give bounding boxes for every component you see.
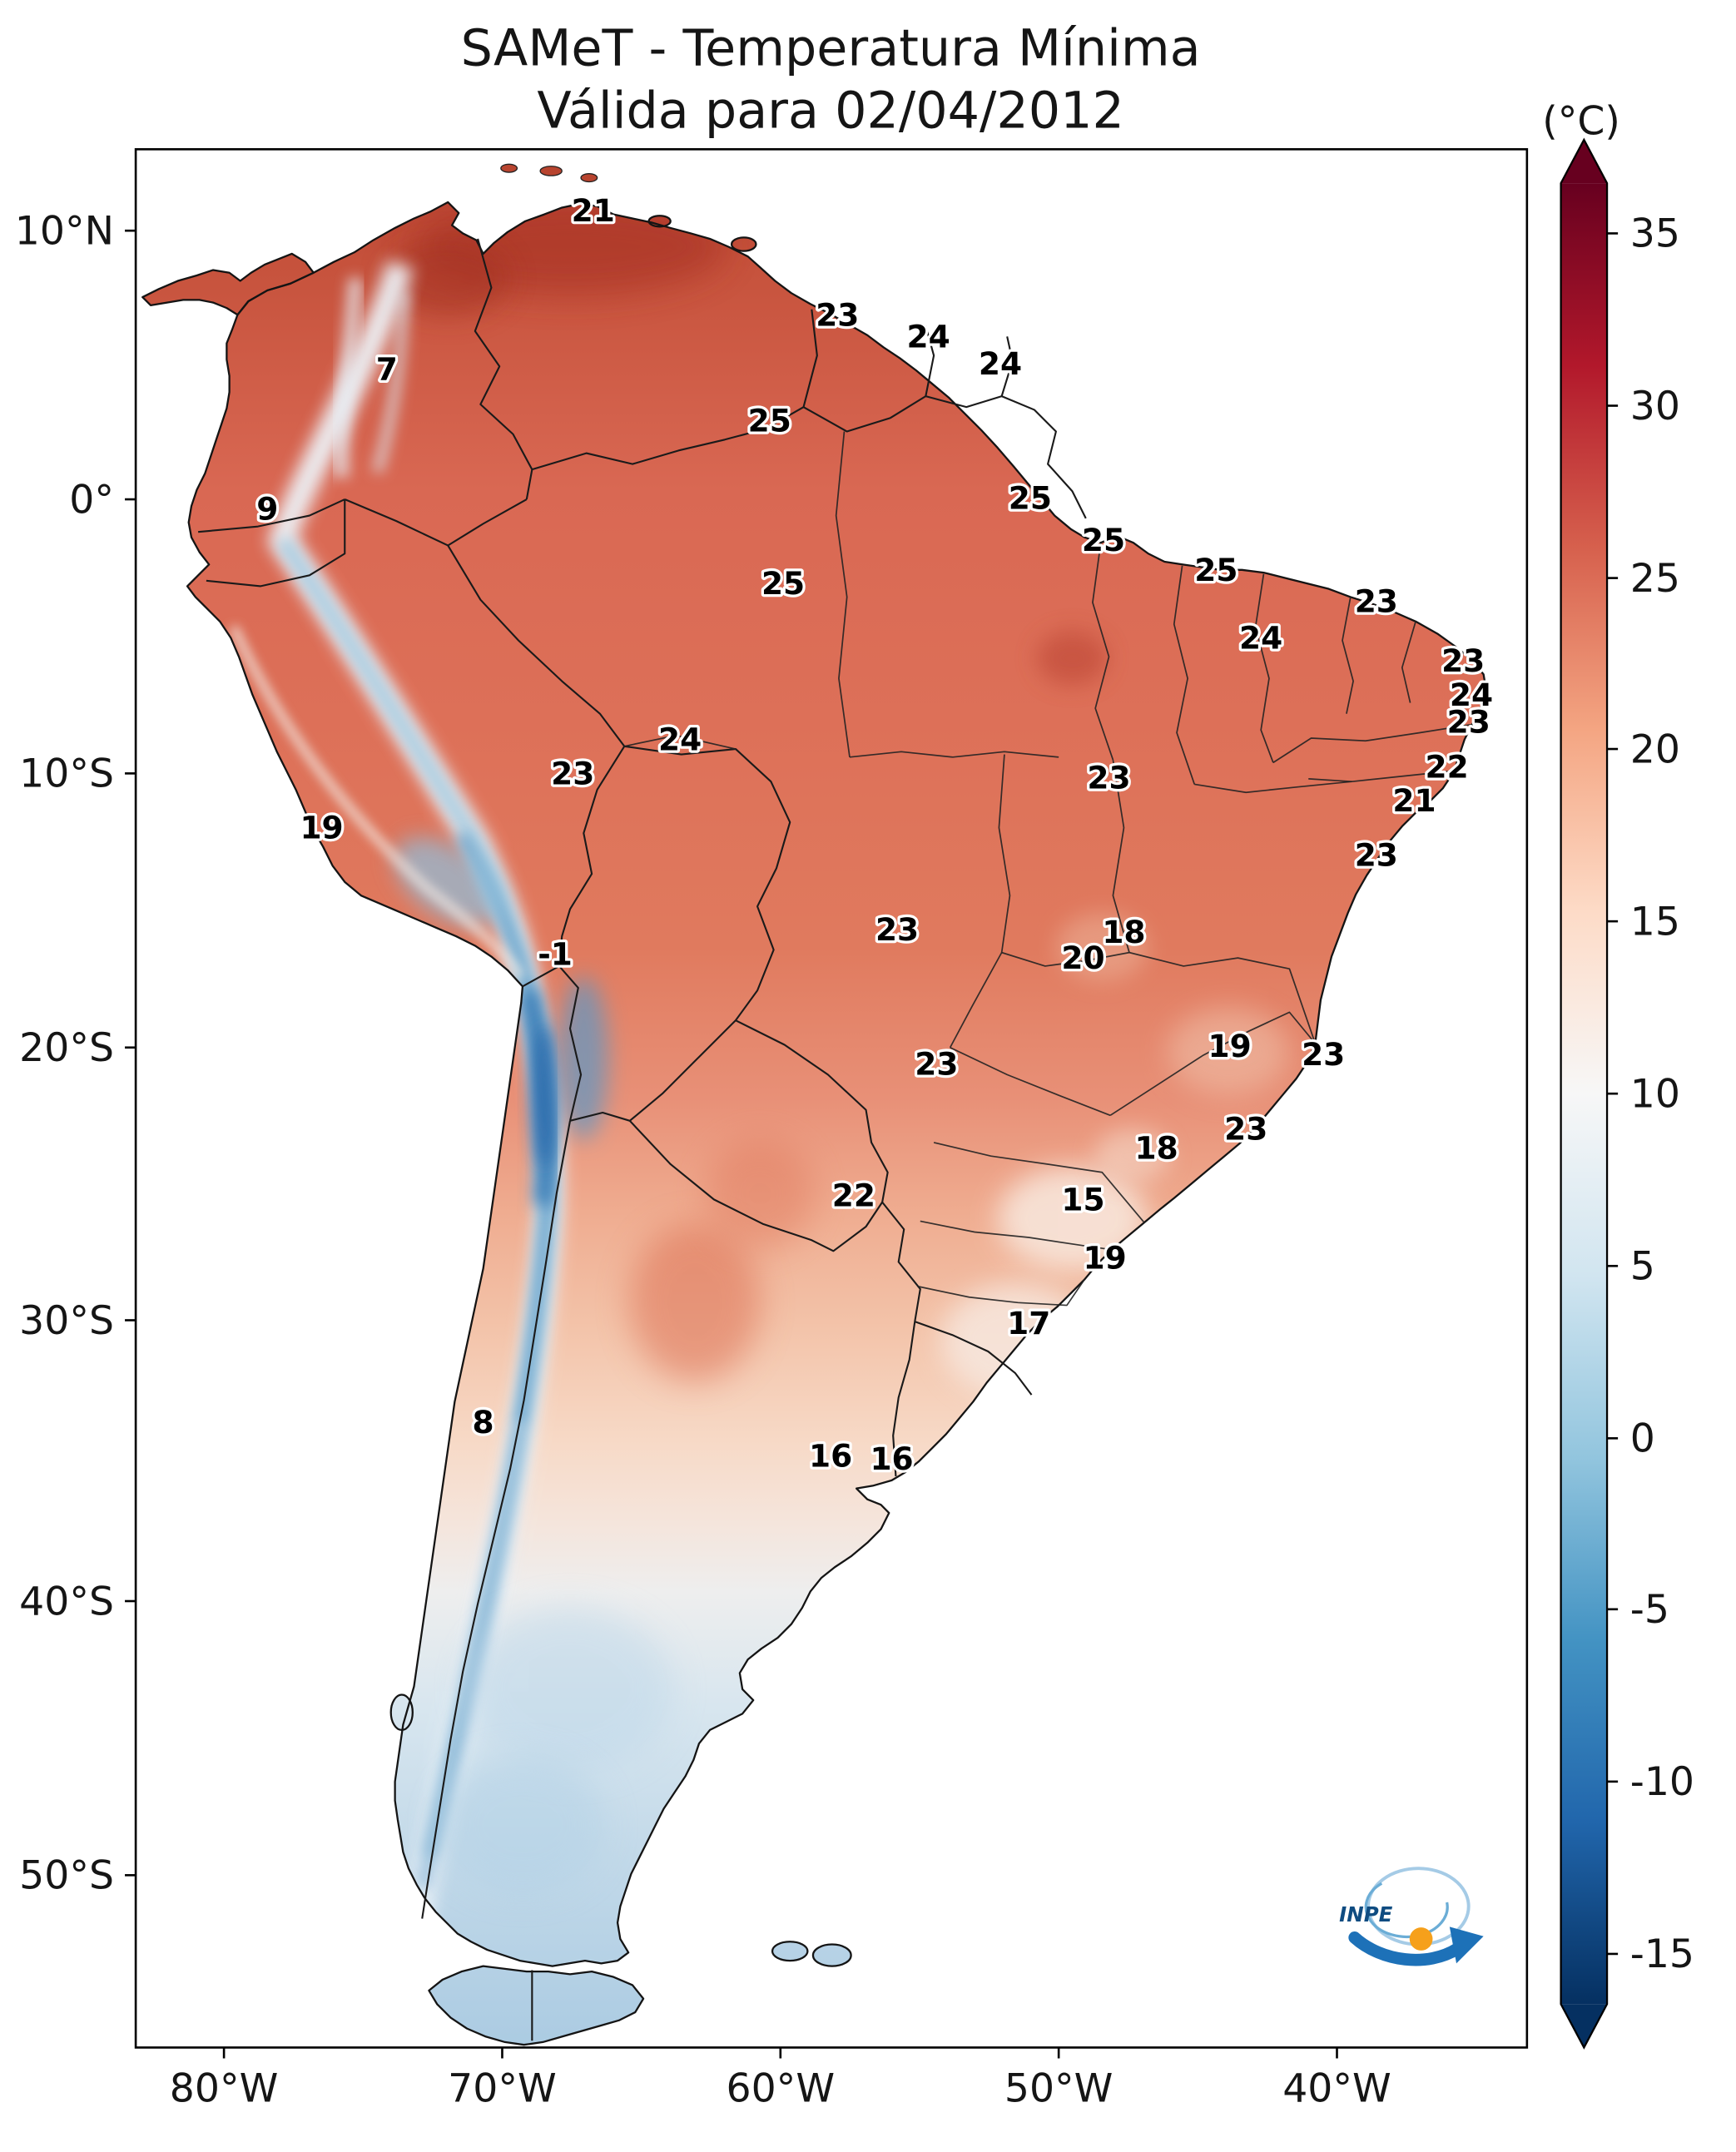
x-tick-label: 40°W <box>1282 2066 1391 2112</box>
temperature-label: 16 <box>870 1440 913 1477</box>
temperature-label: 21 <box>572 192 615 229</box>
colorbar-outline <box>1560 137 1609 2050</box>
x-tick-label: 60°W <box>727 2066 836 2112</box>
colorbar-tick-label: 35 <box>1630 211 1680 257</box>
colorbar-tick-label: 0 <box>1630 1416 1655 1462</box>
longitude-axis: 80°W 70°W 60°W 50°W 40°W <box>170 2047 1391 2112</box>
temperature-label: 17 <box>1007 1305 1050 1341</box>
x-tick-label: 80°W <box>170 2066 279 2112</box>
temperature-label: 24 <box>1239 619 1282 656</box>
temperature-label: 24 <box>1450 677 1493 713</box>
temperature-label: 23 <box>1087 759 1130 796</box>
temperature-label: 16 <box>809 1438 852 1475</box>
temperature-label: 24 <box>906 318 950 355</box>
temperature-label: 23 <box>551 755 594 791</box>
temperature-label: 25 <box>748 403 791 439</box>
inpe-logo-text: INPE <box>1339 1902 1392 1926</box>
temperature-label: 23 <box>1355 583 1398 619</box>
y-tick-label: 30°S <box>19 1298 114 1344</box>
temperature-field <box>142 201 1486 2045</box>
colorbar-tick-label: 10 <box>1630 1072 1680 1118</box>
y-tick-label: 40°S <box>19 1579 114 1624</box>
temperature-label: 25 <box>1194 552 1238 588</box>
state-borders <box>624 431 1472 1307</box>
inpe-logo: INPE <box>1339 1867 1484 1966</box>
colorbar-extend-top <box>1560 139 1608 184</box>
temperature-label: 23 <box>1447 703 1490 740</box>
temperature-label: 24 <box>658 721 702 758</box>
title-line-2: Válida para 02/04/2012 <box>537 82 1124 140</box>
country-borders <box>198 238 1087 2041</box>
colorbar-tick-label: 30 <box>1630 384 1680 429</box>
temperature-label: 19 <box>1084 1240 1127 1277</box>
x-tick-label: 50°W <box>1004 2066 1114 2112</box>
temperature-label: 22 <box>1426 748 1469 785</box>
inpe-orange-dot <box>1409 1927 1433 1951</box>
colorbar-tick-label: 25 <box>1630 556 1680 602</box>
colorbar-tick-label: 20 <box>1630 726 1680 772</box>
temperature-label: 7 <box>376 351 398 388</box>
figure-title: SAMeT - Temperatura Mínima Válida para 0… <box>461 19 1201 140</box>
temperature-label: 24 <box>979 345 1022 382</box>
colorbar-tick-label: -5 <box>1630 1587 1669 1633</box>
colorbar-tick-label: -15 <box>1630 1931 1694 1977</box>
temperature-label: 20 <box>1061 940 1104 976</box>
colorbar-extend-bottom <box>1560 2004 1608 2048</box>
temperature-label: 18 <box>1102 914 1145 950</box>
temperature-colorbar: (°C) 35 30 25 20 15 10 5 0 -5 -10 -15 <box>1542 98 1694 2050</box>
coastline <box>141 163 1488 2046</box>
latitude-axis: 10°N 0° 10°S 20°S 30°S 40°S 50°S <box>15 208 136 1899</box>
temperature-label: 23 <box>1302 1036 1345 1073</box>
temperature-label: 23 <box>1224 1111 1267 1148</box>
temperature-label: 23 <box>1355 836 1398 873</box>
temperature-label: 25 <box>1009 479 1052 516</box>
temperature-label: 25 <box>1082 522 1125 558</box>
colorbar-tick-label: 5 <box>1630 1244 1655 1290</box>
y-tick-label: 10°N <box>15 208 114 254</box>
y-tick-label: 20°S <box>19 1025 114 1071</box>
colorbar-gradient-bar <box>1560 183 1608 2005</box>
colorbar-tick-label: 15 <box>1630 899 1680 945</box>
map-frame <box>134 148 1529 2049</box>
temperature-label: 8 <box>473 1404 494 1440</box>
y-tick-label: 0° <box>69 477 114 523</box>
temperature-label: 9 <box>256 490 278 527</box>
temperature-label: 23 <box>816 296 859 333</box>
colorbar-ticks: 35 30 25 20 15 10 5 0 -5 -10 -15 <box>1607 211 1694 1977</box>
inpe-swirl-inner-icon <box>1364 1882 1449 1939</box>
temperature-label: 25 <box>761 565 805 602</box>
inpe-arrowhead-icon <box>1449 1926 1484 1964</box>
colorbar-unit-label: (°C) <box>1542 98 1620 144</box>
temperature-label: 21 <box>1392 782 1436 819</box>
temperature-label: 23 <box>915 1045 958 1082</box>
temperature-label: 19 <box>1208 1028 1252 1064</box>
temperature-label: 15 <box>1061 1181 1104 1217</box>
temperature-label: 18 <box>1134 1129 1178 1166</box>
x-tick-label: 70°W <box>448 2066 557 2112</box>
temperature-label: 23 <box>875 911 919 948</box>
temperature-label: -1 <box>538 935 573 972</box>
colorbar-tick-label: -10 <box>1630 1759 1694 1805</box>
temperature-label: 19 <box>300 810 343 846</box>
y-tick-label: 10°S <box>19 751 114 797</box>
inpe-arrow-icon <box>1348 1931 1464 1966</box>
temperature-label: 23 <box>1441 642 1485 679</box>
temperature-label: 22 <box>832 1178 875 1214</box>
title-line-1: SAMeT - Temperatura Mínima <box>461 19 1201 77</box>
y-tick-label: 50°S <box>19 1853 114 1899</box>
